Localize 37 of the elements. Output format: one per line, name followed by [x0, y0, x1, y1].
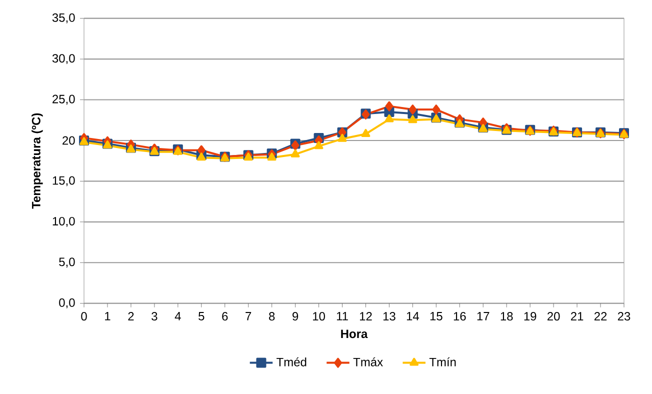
x-tick-label: 6: [222, 312, 228, 321]
x-tick-label: 21: [570, 312, 584, 320]
y-tick-label: 15,0: [52, 176, 75, 186]
x-tick-label: 17: [477, 312, 490, 320]
y-tick-label: 25,0: [52, 94, 75, 105]
x-tick-label: 4: [174, 312, 181, 320]
y-tick-label: 20: [62, 136, 75, 145]
y-axis-title: Temperatura (ºC): [32, 113, 43, 209]
y-tick-label: 35,0: [52, 13, 75, 24]
x-axis-title: Hora: [341, 330, 368, 338]
x-tick-label: 14: [406, 312, 420, 320]
x-tick-label: 13: [383, 312, 396, 321]
x-tick-label: 15: [430, 312, 442, 320]
y-tick-label: 10,0: [52, 216, 75, 227]
x-tick-label: 8: [269, 312, 275, 321]
x-tick-label: 5: [198, 312, 204, 320]
x-tick-label: 2: [128, 312, 134, 320]
legend-label: Tmín: [429, 357, 456, 366]
legend-label: Tmáx: [353, 357, 383, 366]
x-tick-label: 19: [524, 312, 536, 321]
x-tick-label: 0: [81, 312, 87, 321]
legend-label: Tméd: [276, 357, 306, 366]
x-tick-label: 9: [292, 312, 298, 321]
x-tick-label: 3: [152, 312, 158, 321]
x-tick-label: 1: [105, 312, 110, 320]
y-tick-label: 0,0: [59, 298, 75, 308]
x-tick-label: 23: [618, 312, 630, 321]
x-tick-label: 16: [454, 312, 466, 321]
y-tick-label: 30,0: [52, 54, 75, 64]
x-tick-label: 7: [246, 312, 252, 320]
x-tick-label: 20: [548, 312, 560, 321]
x-tick-label: 18: [500, 312, 513, 321]
x-tick-label: 10: [313, 312, 325, 321]
x-tick-label: 22: [594, 312, 607, 320]
x-tick-label: 12: [360, 312, 372, 320]
x-tick-label: 11: [336, 312, 348, 320]
y-tick-label: 5,0: [59, 258, 75, 268]
